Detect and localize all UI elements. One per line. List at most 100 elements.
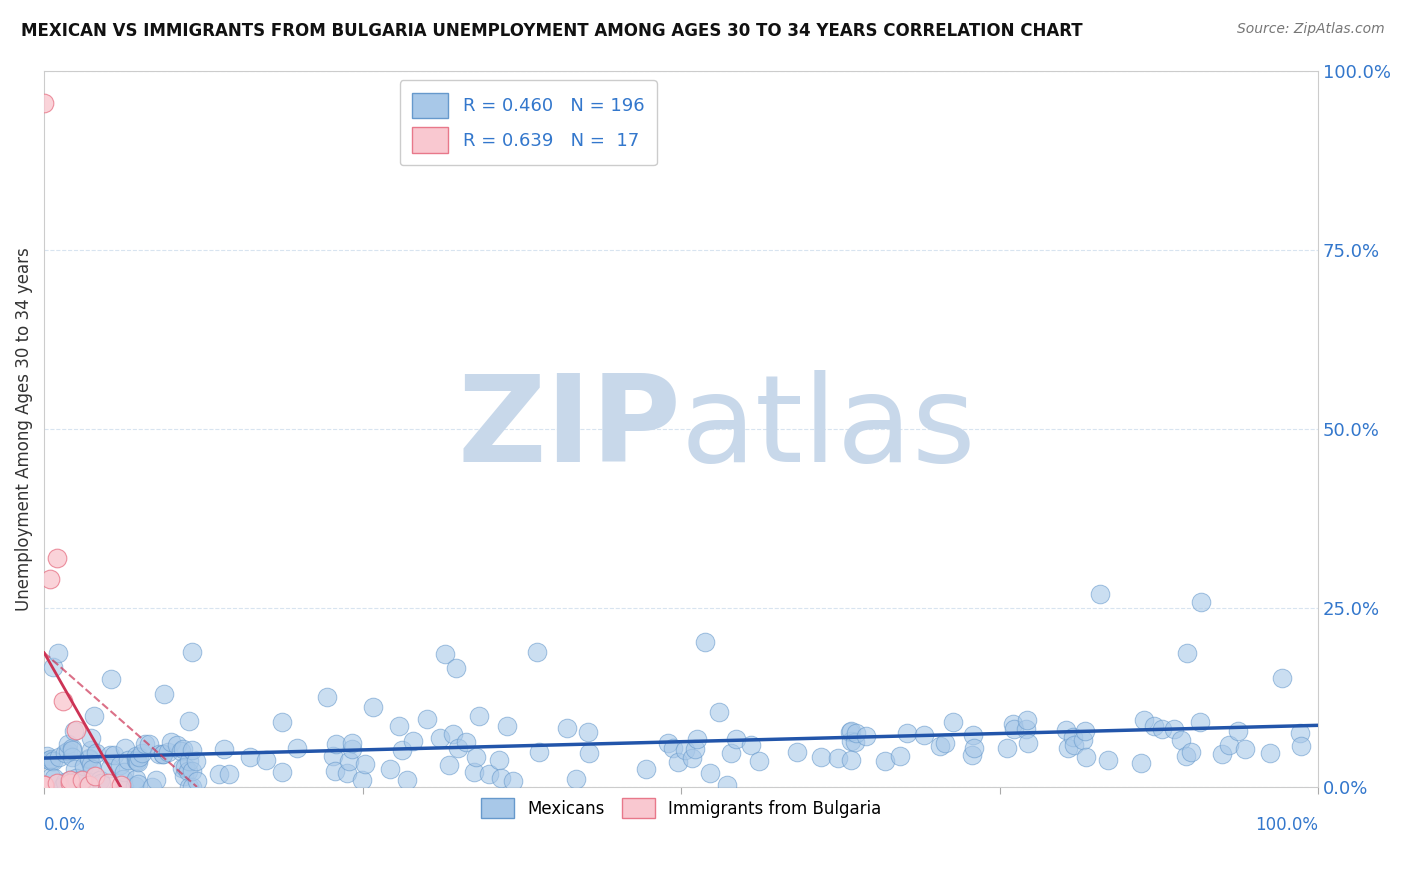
Point <box>1129 756 1152 770</box>
Point <box>131 746 153 760</box>
Point <box>526 645 548 659</box>
Point <box>489 771 512 785</box>
Point <box>77 751 100 765</box>
Point <box>896 725 918 739</box>
Point <box>180 743 202 757</box>
Point <box>79 742 101 756</box>
Point <box>270 714 292 729</box>
Point <box>839 734 862 748</box>
Point <box>152 747 174 761</box>
Point <box>98 748 121 763</box>
Point <box>1097 752 1119 766</box>
Point <box>1174 748 1197 763</box>
Point <box>1226 724 1249 739</box>
Point <box>827 751 849 765</box>
Point <box>170 761 193 775</box>
Point <box>502 773 524 788</box>
Point <box>1062 730 1084 744</box>
Point <box>166 739 188 753</box>
Point <box>496 719 519 733</box>
Point <box>1017 736 1039 750</box>
Point <box>63 762 86 776</box>
Point <box>180 780 202 794</box>
Point <box>447 741 470 756</box>
Point <box>181 644 204 658</box>
Text: 0.0%: 0.0% <box>44 815 86 833</box>
Point <box>39 771 62 785</box>
Point <box>80 731 103 746</box>
Point <box>38 753 60 767</box>
Point <box>134 737 156 751</box>
Point <box>55 775 77 789</box>
Point <box>873 755 896 769</box>
Point <box>1015 722 1038 736</box>
Point <box>152 747 174 761</box>
Point <box>576 725 599 739</box>
Point <box>429 731 451 745</box>
Point <box>350 772 373 787</box>
Point <box>170 744 193 758</box>
Point <box>578 746 600 760</box>
Point <box>89 772 111 787</box>
Point <box>889 749 911 764</box>
Point <box>32 779 55 793</box>
Point <box>395 772 418 787</box>
Point <box>52 780 75 794</box>
Point <box>32 780 55 794</box>
Point <box>181 764 204 778</box>
Y-axis label: Unemployment Among Ages 30 to 34 years: Unemployment Among Ages 30 to 34 years <box>15 247 32 611</box>
Point <box>1150 722 1173 736</box>
Point <box>1004 722 1026 736</box>
Point <box>177 764 200 778</box>
Point <box>555 721 578 735</box>
Point <box>1189 714 1212 729</box>
Point <box>84 769 107 783</box>
Point <box>1074 724 1097 739</box>
Point <box>63 723 86 738</box>
Point <box>912 728 935 742</box>
Text: Source: ZipAtlas.com: Source: ZipAtlas.com <box>1237 22 1385 37</box>
Point <box>45 776 67 790</box>
Point <box>1218 738 1240 752</box>
Point <box>39 752 62 766</box>
Point <box>1234 741 1257 756</box>
Point <box>160 735 183 749</box>
Point <box>323 764 346 778</box>
Point <box>439 758 461 772</box>
Point <box>90 776 112 790</box>
Point <box>110 778 132 792</box>
Point <box>179 714 201 728</box>
Point <box>724 732 747 747</box>
Point <box>42 659 65 673</box>
Point <box>173 769 195 783</box>
Point <box>58 776 80 790</box>
Point <box>740 738 762 752</box>
Point <box>342 742 364 756</box>
Point <box>127 777 149 791</box>
Point <box>1143 719 1166 733</box>
Point <box>786 745 808 759</box>
Point <box>124 753 146 767</box>
Point <box>112 780 135 794</box>
Point <box>117 753 139 767</box>
Point <box>354 757 377 772</box>
Point <box>716 778 738 792</box>
Point <box>444 661 467 675</box>
Point <box>254 753 277 767</box>
Point <box>32 780 55 794</box>
Point <box>45 550 67 565</box>
Point <box>58 772 80 787</box>
Point <box>1271 671 1294 685</box>
Point <box>1002 717 1025 731</box>
Legend: Mexicans, Immigrants from Bulgaria: Mexicans, Immigrants from Bulgaria <box>474 791 889 825</box>
Point <box>855 729 877 743</box>
Point <box>337 754 360 768</box>
Point <box>995 740 1018 755</box>
Point <box>748 754 770 768</box>
Point <box>1076 749 1098 764</box>
Point <box>32 96 55 111</box>
Point <box>316 690 339 704</box>
Point <box>1054 723 1077 738</box>
Point <box>1170 733 1192 747</box>
Point <box>83 708 105 723</box>
